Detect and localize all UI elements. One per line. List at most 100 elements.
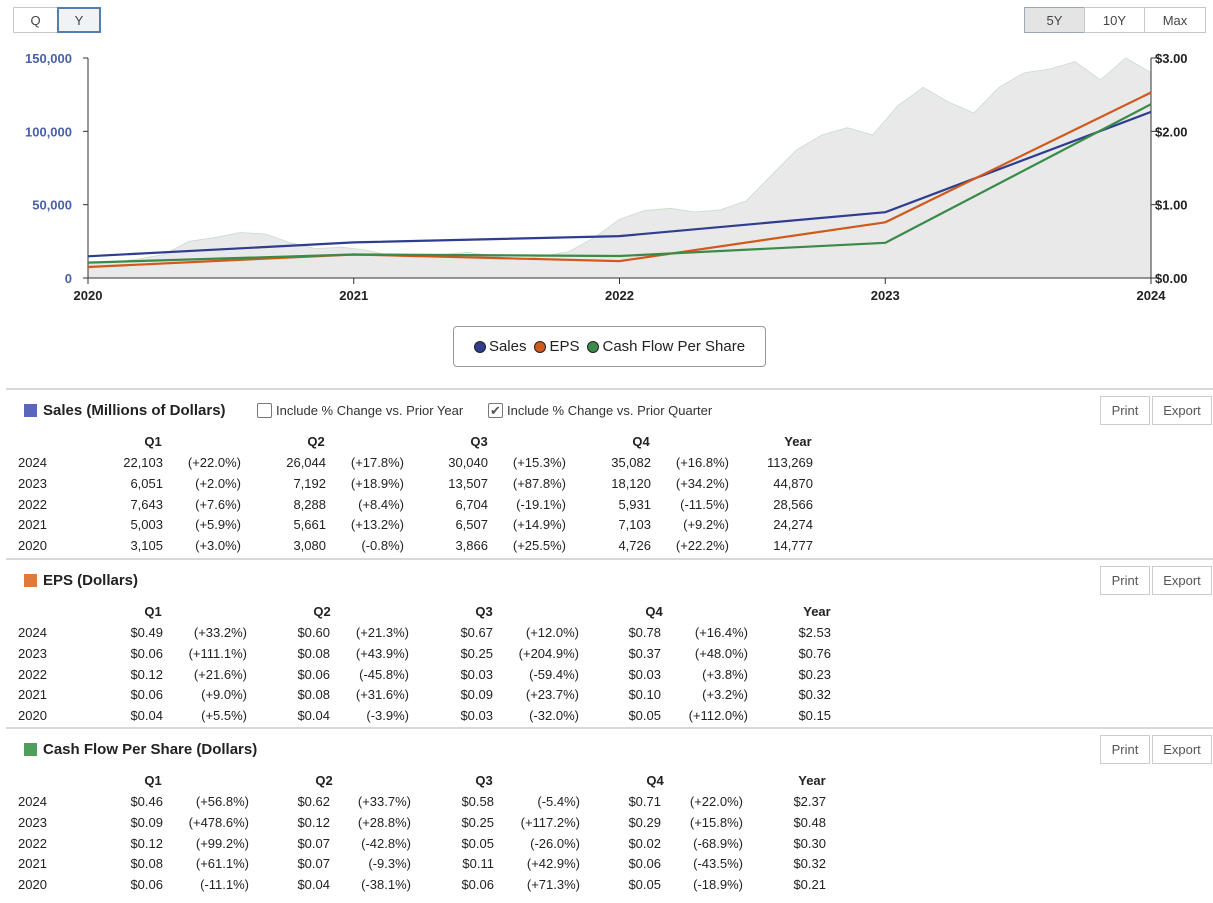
quarter-value-cell: $0.03 (628, 666, 661, 682)
pct-change-cell: (-43.5%) (693, 856, 743, 872)
quarter-value-cell: 3,866 (455, 538, 488, 554)
quarter-value-cell: 7,643 (130, 496, 163, 512)
pct-change-cell: (+3.2%) (702, 687, 748, 703)
quarter-value-cell: 13,507 (448, 475, 488, 491)
prior-quarter-label: Include % Change vs. Prior Quarter (507, 403, 713, 418)
year-total-cell: $2.37 (793, 794, 826, 809)
quarter-value-cell: 5,661 (293, 517, 326, 533)
quarter-value-cell: $0.05 (628, 708, 661, 724)
quarterly-button[interactable]: Q (13, 7, 58, 33)
quarter-value-cell: $0.10 (628, 687, 661, 703)
quarter-value-cell: 5,931 (618, 496, 651, 512)
eps-export-button[interactable]: Export (1152, 566, 1212, 595)
x-axis-tick-label: 2024 (1137, 288, 1167, 303)
row-year: 2024 (18, 625, 47, 640)
pct-change-cell: (+99.2%) (195, 835, 249, 851)
x-axis-tick-label: 2021 (339, 288, 368, 303)
pct-change-cell: (-11.1%) (200, 877, 249, 893)
pct-change-cell: (+21.3%) (355, 625, 409, 640)
x-axis-tick-label: 2020 (74, 288, 103, 303)
legend-item-eps[interactable]: EPS (534, 338, 579, 355)
quarter-value-cell: $0.05 (628, 877, 661, 893)
range-max-button[interactable]: Max (1144, 7, 1206, 33)
row-year: 2024 (18, 794, 47, 809)
eps-legend-dot (534, 340, 547, 353)
pct-change-cell: (+111.1%) (188, 645, 247, 661)
include-prior-quarter-checkbox[interactable]: ✔ Include % Change vs. Prior Quarter (488, 403, 712, 418)
eps-title-text: EPS (Dollars) (43, 572, 139, 589)
eps-section-title: EPS (Dollars) (24, 572, 138, 589)
row-year: 2020 (18, 708, 47, 724)
quarter-value-cell: $0.25 (461, 814, 494, 830)
pct-change-cell: (+3.8%) (702, 666, 748, 682)
sales-title-text: Sales (Millions of Dollars) (43, 402, 226, 419)
pct-change-cell: (+5.5%) (201, 708, 247, 724)
row-year: 2022 (18, 666, 47, 682)
financial-chart: 0 50,000 100,000 150,000 $0.00 $1.00 $2.00 $3.0… (25, 51, 1188, 303)
pct-change-cell: (+33.7%) (357, 794, 411, 809)
row-year: 2020 (18, 877, 47, 893)
legend-item-sales[interactable]: Sales (473, 338, 527, 355)
quarter-value-cell: $0.12 (297, 814, 330, 830)
year-total-cell: $0.30 (793, 835, 826, 851)
sales-legend-dot (473, 340, 486, 353)
quarter-value-cell: $0.09 (460, 687, 493, 703)
left-axis-tick-label: 50,000 (32, 198, 72, 213)
quarter-value-cell: $0.06 (130, 877, 163, 893)
quarter-value-cell: $0.04 (297, 877, 330, 893)
quarter-value-cell: $0.06 (130, 687, 163, 703)
pct-change-cell: (+42.9%) (526, 856, 580, 872)
pct-change-cell: (+16.4%) (694, 625, 748, 640)
quarter-value-cell: $0.06 (130, 645, 163, 661)
pct-change-cell: (+5.9%) (195, 517, 241, 533)
quarter-value-cell: 3,105 (130, 538, 163, 554)
column-header: Q4 (632, 434, 650, 449)
year-total-cell: 44,870 (773, 475, 813, 491)
pct-change-cell: (-19.1%) (516, 496, 566, 512)
column-header: Year (803, 604, 831, 619)
pct-change-cell: (+112.0%) (688, 708, 748, 724)
include-prior-year-checkbox[interactable]: Include % Change vs. Prior Year (257, 403, 463, 418)
legend-label-eps: EPS (549, 338, 580, 355)
legend-label-sales: Sales (488, 338, 527, 355)
quarter-value-cell: $0.49 (130, 625, 163, 640)
section-divider (6, 558, 1213, 560)
row-year: 2023 (18, 814, 47, 830)
price-background-area (87, 57, 1152, 279)
sales-export-button[interactable]: Export (1152, 396, 1212, 425)
quarter-value-cell: 35,082 (611, 455, 651, 470)
column-header: Q2 (313, 604, 331, 619)
range-10y-button[interactable]: 10Y (1084, 7, 1145, 33)
cfps-export-button[interactable]: Export (1152, 735, 1212, 764)
quarter-value-cell: $0.60 (297, 625, 330, 640)
sales-print-button[interactable]: Print (1100, 396, 1150, 425)
year-total-cell: $0.76 (798, 645, 831, 661)
quarter-value-cell: 26,044 (286, 455, 326, 470)
right-axis-tick-label: $0.00 (1155, 271, 1188, 286)
yearly-button[interactable]: Y (57, 7, 101, 33)
year-total-cell: $0.23 (798, 666, 831, 682)
quarter-value-cell: $0.07 (297, 835, 330, 851)
quarter-value-cell: $0.04 (297, 708, 330, 724)
pct-change-cell: (-0.8%) (361, 538, 404, 554)
quarter-value-cell: 22,103 (123, 455, 163, 470)
prior-year-label: Include % Change vs. Prior Year (276, 403, 464, 418)
row-year: 2021 (18, 856, 47, 872)
row-year: 2023 (18, 645, 47, 661)
pct-change-cell: (+22.0%) (187, 455, 241, 470)
pct-change-cell: (+2.0%) (195, 475, 241, 491)
cfps-print-button[interactable]: Print (1100, 735, 1150, 764)
quarter-value-cell: $0.07 (297, 856, 330, 872)
quarter-value-cell: $0.12 (130, 666, 163, 682)
x-axis-tick-label: 2022 (605, 288, 634, 303)
range-5y-button[interactable]: 5Y (1024, 7, 1085, 33)
quarter-value-cell: 7,103 (618, 517, 651, 533)
pct-change-cell: (-38.1%) (361, 877, 411, 893)
column-header: Q2 (307, 434, 325, 449)
eps-print-button[interactable]: Print (1100, 566, 1150, 595)
legend-item-cfps[interactable]: Cash Flow Per Share (587, 338, 745, 355)
quarter-value-cell: $0.78 (628, 625, 661, 640)
checkbox-unchecked-icon[interactable] (257, 403, 272, 418)
checkbox-checked-icon[interactable]: ✔ (488, 403, 503, 418)
quarter-value-cell: $0.02 (628, 835, 661, 851)
